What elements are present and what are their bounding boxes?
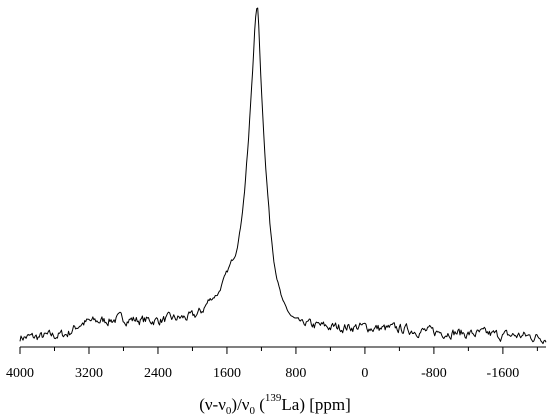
x-tick-label: 2400 [144, 366, 172, 381]
x-axis-title-element: La) [ppm] [281, 395, 350, 414]
x-tick-label: 3200 [75, 366, 103, 381]
x-axis-title-sub1: 0 [249, 405, 255, 417]
plot-area [19, 7, 547, 345]
x-axis-title: (ν-ν0)/ν0 (139La) [ppm] [199, 392, 351, 417]
x-tick-label: 0 [361, 366, 368, 381]
x-axis-title-sub0: 0 [226, 405, 232, 417]
x-tick-label: -800 [421, 366, 447, 381]
x-axis-title-mid: )/ν [231, 395, 249, 414]
x-tick-label: 4000 [6, 366, 34, 381]
x-axis-title-paren: ( [255, 395, 265, 414]
x-tick-label: -1600 [487, 366, 520, 381]
x-axis-tick-labels: 4000 3200 2400 1600 800 0 -800 -1600 [6, 366, 519, 381]
x-axis-title-isotope: 139 [265, 392, 282, 404]
x-axis-ticks [19, 347, 538, 354]
x-axis-title-open: (ν-ν [199, 395, 226, 414]
spectrum-line [19, 7, 547, 345]
x-tick-label: 800 [285, 366, 306, 381]
x-tick-label: 1600 [213, 366, 241, 381]
